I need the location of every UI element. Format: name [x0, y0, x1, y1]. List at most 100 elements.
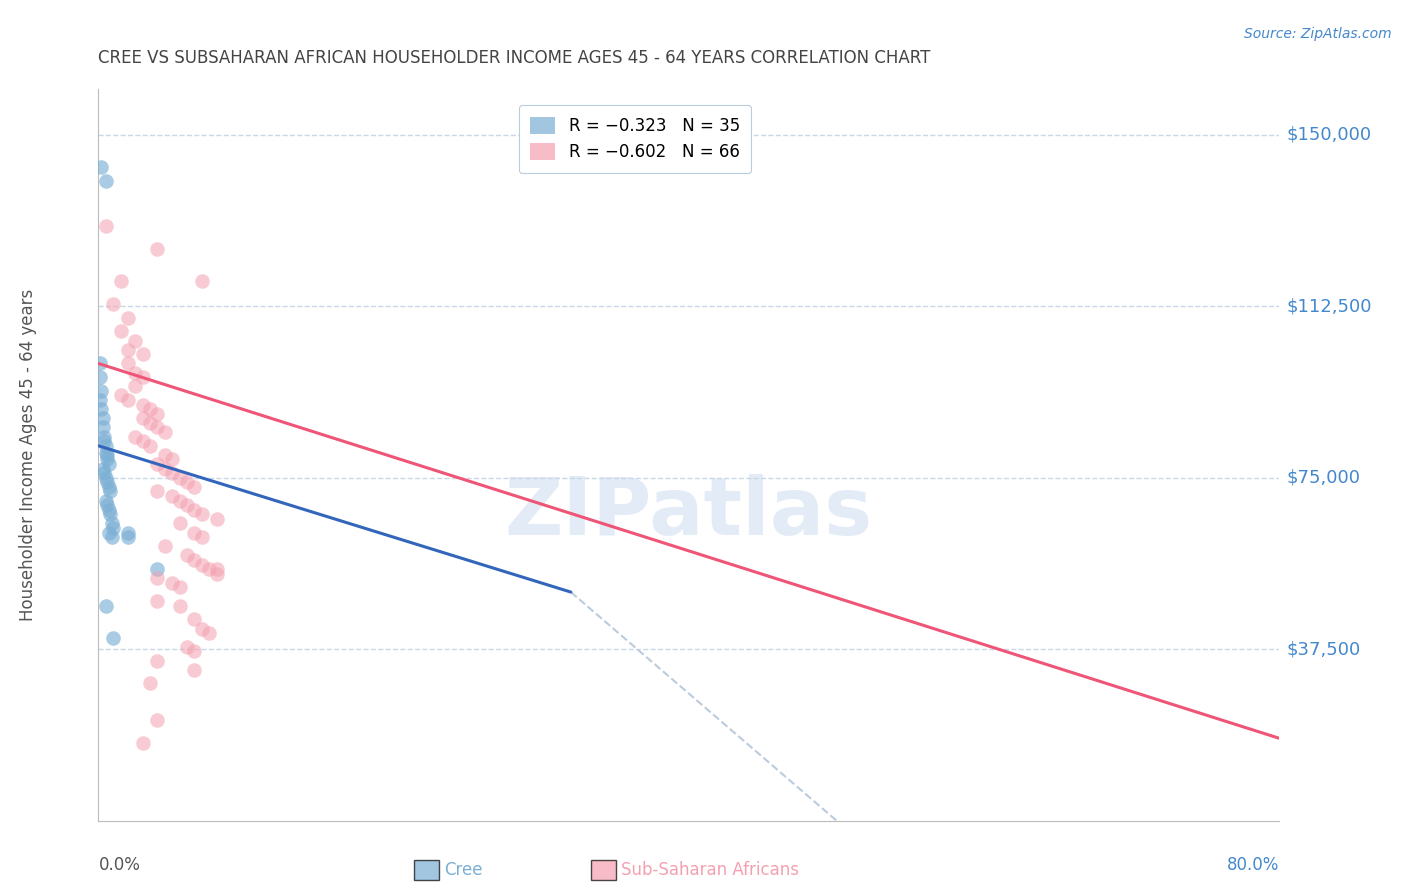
Point: [198, 562, 221, 576]
Point: [94, 599, 117, 613]
Point: [146, 713, 169, 727]
Point: [110, 274, 132, 288]
Point: [146, 407, 169, 421]
Point: [153, 461, 176, 475]
Point: [146, 420, 169, 434]
Point: [162, 466, 183, 480]
Point: [96, 475, 118, 490]
Point: [132, 434, 155, 449]
Point: [117, 356, 139, 371]
Point: [169, 471, 191, 485]
Point: [183, 612, 205, 626]
Point: [90, 402, 112, 417]
Point: [169, 599, 191, 613]
Text: Source: ZipAtlas.com: Source: ZipAtlas.com: [1244, 27, 1392, 41]
Point: [146, 654, 169, 668]
Legend: R = −0.323   N = 35, R = −0.602   N = 66: R = −0.323 N = 35, R = −0.602 N = 66: [519, 105, 751, 173]
Point: [146, 571, 169, 585]
Point: [124, 379, 146, 393]
Text: $112,500: $112,500: [1286, 297, 1372, 316]
Point: [205, 566, 228, 581]
Point: [117, 343, 139, 357]
Point: [90, 384, 112, 398]
Point: [176, 498, 198, 512]
Point: [176, 640, 198, 654]
Point: [132, 398, 155, 412]
Point: [124, 429, 146, 443]
Point: [93, 429, 115, 443]
Point: [176, 475, 198, 490]
Point: [162, 452, 183, 467]
Point: [91, 420, 114, 434]
Point: [146, 242, 169, 256]
Point: [93, 466, 115, 480]
Point: [117, 310, 139, 325]
Point: [191, 558, 214, 572]
Point: [191, 530, 214, 544]
Point: [191, 508, 214, 522]
Point: [162, 576, 183, 591]
Point: [90, 160, 112, 174]
Point: [162, 489, 183, 503]
Point: [169, 581, 191, 595]
Text: $75,000: $75,000: [1286, 469, 1361, 487]
Point: [132, 370, 155, 384]
Text: ZIPatlas: ZIPatlas: [505, 475, 873, 552]
Point: [146, 484, 169, 499]
Point: [139, 439, 162, 453]
Text: Cree: Cree: [444, 861, 482, 879]
Point: [183, 663, 205, 677]
Point: [139, 402, 162, 417]
Point: [94, 493, 117, 508]
Point: [103, 631, 125, 645]
Point: [139, 416, 162, 430]
Point: [153, 448, 176, 462]
Point: [117, 530, 139, 544]
Point: [91, 411, 114, 425]
Text: $37,500: $37,500: [1286, 640, 1361, 658]
Text: Sub-Saharan Africans: Sub-Saharan Africans: [621, 861, 800, 879]
Point: [97, 457, 120, 471]
Point: [205, 512, 228, 526]
Point: [94, 445, 117, 459]
Point: [169, 516, 191, 531]
Point: [89, 356, 111, 371]
Text: 80.0%: 80.0%: [1227, 856, 1279, 874]
Point: [153, 539, 176, 553]
Point: [94, 219, 117, 234]
Point: [205, 562, 228, 576]
Point: [91, 461, 114, 475]
Text: 0.0%: 0.0%: [98, 856, 141, 874]
Point: [96, 452, 118, 467]
Point: [94, 471, 117, 485]
Point: [153, 425, 176, 439]
Point: [97, 480, 120, 494]
Point: [191, 274, 214, 288]
Point: [146, 594, 169, 608]
Point: [97, 502, 120, 516]
Point: [132, 347, 155, 361]
Point: [117, 392, 139, 407]
Point: [132, 411, 155, 425]
Point: [124, 366, 146, 380]
Point: [89, 370, 111, 384]
Point: [103, 521, 125, 535]
Point: [93, 434, 115, 449]
Point: [97, 525, 120, 540]
Text: CREE VS SUBSAHARAN AFRICAN HOUSEHOLDER INCOME AGES 45 - 64 YEARS CORRELATION CHA: CREE VS SUBSAHARAN AFRICAN HOUSEHOLDER I…: [98, 49, 931, 67]
Point: [103, 297, 125, 311]
Point: [139, 676, 162, 690]
Point: [198, 626, 221, 640]
Point: [183, 525, 205, 540]
Point: [96, 448, 118, 462]
Point: [191, 622, 214, 636]
Point: [183, 502, 205, 516]
Point: [183, 480, 205, 494]
Point: [146, 562, 169, 576]
Point: [183, 644, 205, 658]
Point: [98, 508, 121, 522]
Point: [94, 439, 117, 453]
Point: [100, 516, 122, 531]
Point: [100, 530, 122, 544]
Point: [94, 173, 117, 188]
